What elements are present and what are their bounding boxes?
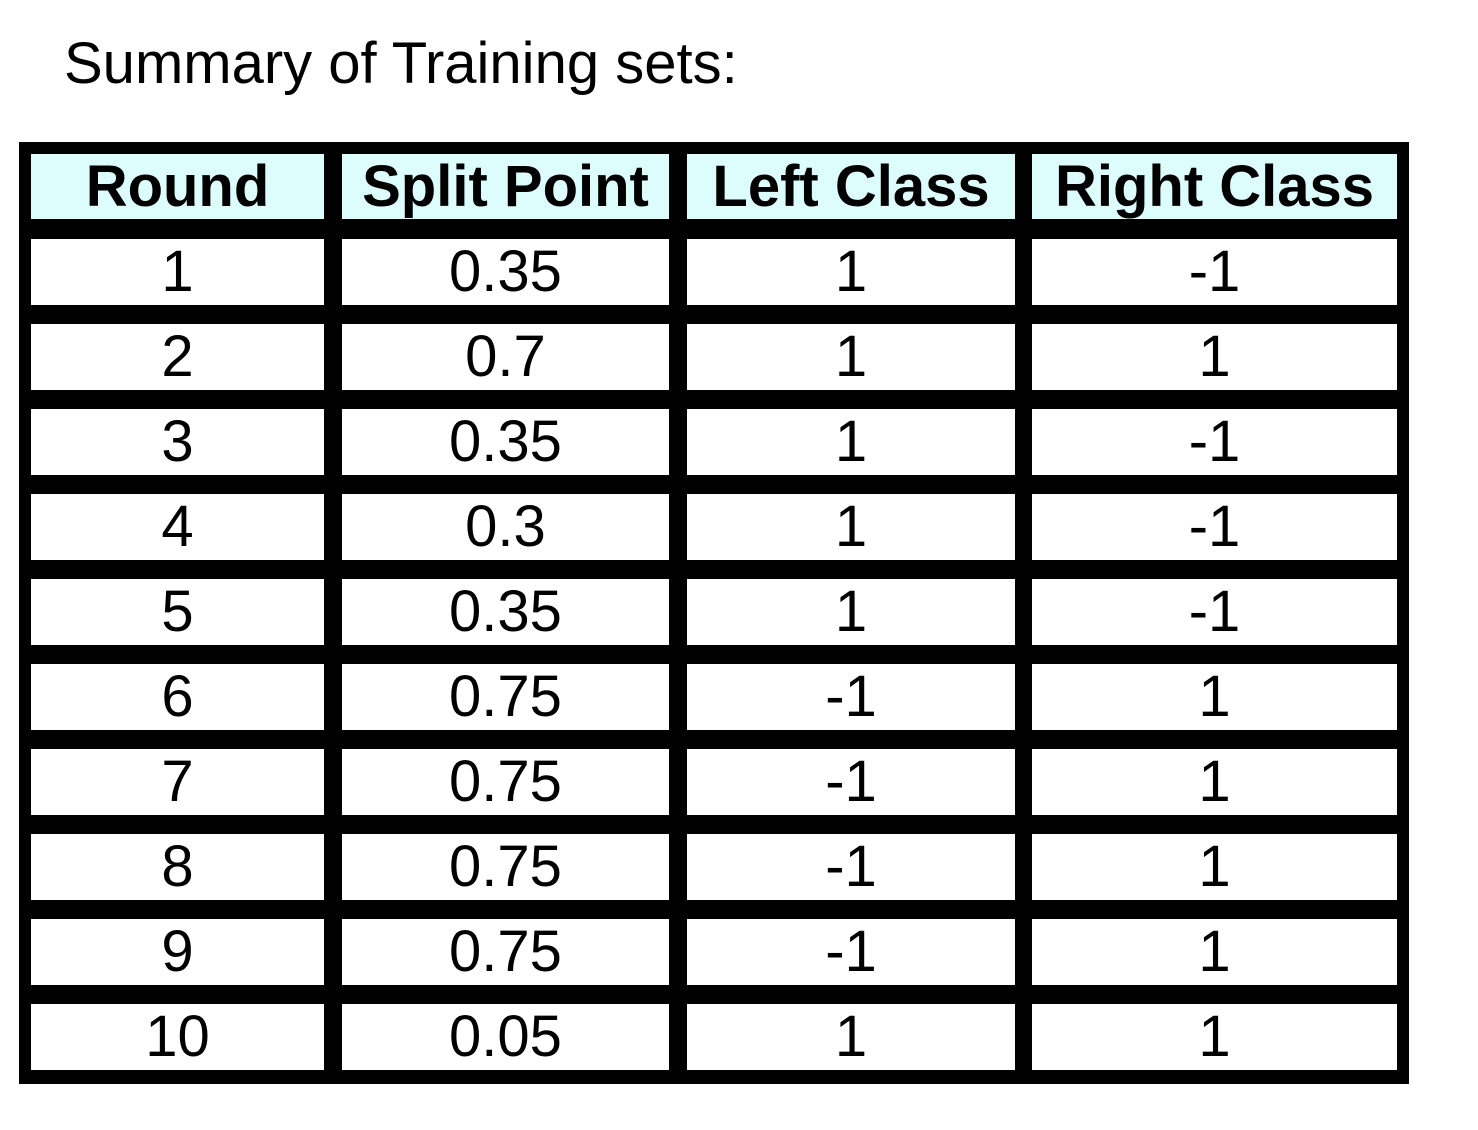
table-cell-right-class: -1 [1032, 409, 1397, 475]
table-cell-left-class: -1 [687, 749, 1015, 815]
table-cell-left-class: 1 [687, 579, 1015, 645]
table-cell-right-class: -1 [1032, 494, 1397, 560]
table-cell-left-class: -1 [687, 834, 1015, 900]
table-cell-split-point: 0.35 [342, 239, 669, 305]
table-cell-round: 7 [31, 749, 324, 815]
table-cell-split-point: 0.35 [342, 409, 669, 475]
table-cell-left-class: 1 [687, 494, 1015, 560]
table-cell-round: 1 [31, 239, 324, 305]
table-cell-right-class: 1 [1032, 1004, 1397, 1070]
table-cell-split-point: 0.75 [342, 919, 669, 985]
table-cell-split-point: 0.75 [342, 664, 669, 730]
table-cell-round: 6 [31, 664, 324, 730]
table-cell-left-class: 1 [687, 324, 1015, 390]
table-cell-right-class: -1 [1032, 239, 1397, 305]
column-header-left-class: Left Class [687, 154, 1015, 219]
table-cell-split-point: 0.35 [342, 579, 669, 645]
table-cell-right-class: 1 [1032, 664, 1397, 730]
table-cell-right-class: 1 [1032, 919, 1397, 985]
table-cell-split-point: 0.7 [342, 324, 669, 390]
table-cell-split-point: 0.75 [342, 834, 669, 900]
table-cell-left-class: -1 [687, 919, 1015, 985]
table-cell-split-point: 0.05 [342, 1004, 669, 1070]
table-cell-round: 5 [31, 579, 324, 645]
table-cell-right-class: -1 [1032, 579, 1397, 645]
table-cell-split-point: 0.3 [342, 494, 669, 560]
table-cell-split-point: 0.75 [342, 749, 669, 815]
table-cell-round: 9 [31, 919, 324, 985]
table-cell-round: 3 [31, 409, 324, 475]
table-cell-left-class: 1 [687, 1004, 1015, 1070]
table-cell-left-class: -1 [687, 664, 1015, 730]
table-cell-left-class: 1 [687, 239, 1015, 305]
column-header-split-point: Split Point [342, 154, 669, 219]
table-cell-round: 10 [31, 1004, 324, 1070]
summary-table: Round Split Point Left Class Right Class 1 0.… [19, 142, 1409, 1084]
column-header-right-class: Right Class [1032, 154, 1397, 219]
table-cell-right-class: 1 [1032, 324, 1397, 390]
table-cell-round: 4 [31, 494, 324, 560]
table-cell-right-class: 1 [1032, 834, 1397, 900]
table-cell-round: 8 [31, 834, 324, 900]
table-cell-round: 2 [31, 324, 324, 390]
page-title: Summary of Training sets: [64, 31, 738, 96]
column-header-round: Round [31, 154, 324, 219]
table-cell-left-class: 1 [687, 409, 1015, 475]
table-cell-right-class: 1 [1032, 749, 1397, 815]
